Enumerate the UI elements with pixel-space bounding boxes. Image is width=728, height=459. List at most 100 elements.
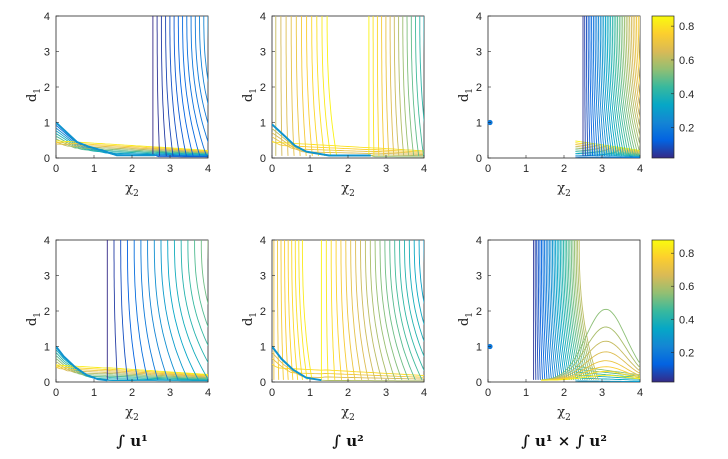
contour-line	[598, 16, 606, 156]
x-axis-label-main: χ	[125, 181, 133, 196]
x-axis-label-sub: 2	[349, 413, 355, 423]
x-tick-label: 3	[599, 387, 605, 399]
contour-line	[541, 340, 640, 381]
y-tick-label: 0	[260, 153, 266, 165]
contour-line	[550, 240, 559, 380]
contour-line	[537, 240, 541, 380]
contour-lines	[56, 240, 208, 382]
contour-line	[285, 16, 289, 156]
contour-lines	[575, 16, 640, 158]
x-tick-label: 3	[167, 387, 173, 399]
contour-line	[611, 16, 625, 156]
contour-line	[605, 16, 615, 156]
x-tick-label: 3	[167, 163, 173, 175]
y-tick-label: 4	[44, 235, 50, 247]
contour-line	[364, 240, 383, 381]
colorbar-tick-label: 0.6	[679, 55, 694, 67]
contour-line	[381, 16, 385, 156]
plot-area	[271, 239, 425, 383]
contour-line	[194, 240, 208, 328]
contour-line	[301, 240, 313, 380]
contour-line	[306, 16, 313, 156]
contour-line	[326, 16, 338, 156]
contour-line	[542, 240, 548, 380]
contour-lines	[272, 240, 424, 382]
contour-line	[559, 240, 573, 380]
x-axis-label-sub: 2	[349, 189, 355, 199]
contour-line	[567, 240, 584, 381]
contour-line	[384, 240, 410, 381]
contour-line	[389, 16, 395, 156]
y-axis-label-sub: 1	[465, 88, 475, 94]
contour-line	[632, 16, 640, 111]
x-tick-label: 2	[561, 163, 567, 175]
plot-area	[55, 15, 209, 159]
contour-line	[394, 240, 423, 381]
contour-line	[563, 240, 577, 380]
y-tick-label: 0	[476, 153, 482, 165]
colorbar-frame	[651, 15, 675, 159]
y-axis-label: d1	[241, 88, 259, 102]
contour-line	[418, 240, 424, 305]
contour-line	[634, 16, 640, 100]
contour-line	[56, 138, 208, 154]
y-axis-label: d1	[25, 312, 43, 326]
contour-line	[575, 151, 640, 156]
column-title: ∫ u¹ × ∫ u²	[521, 432, 607, 450]
contour-line	[280, 240, 284, 380]
contour-line	[284, 240, 289, 380]
x-tick-label: 0	[485, 387, 491, 399]
x-tick-label: 1	[523, 387, 529, 399]
x-axis-label: χ2	[341, 405, 355, 423]
contour-line	[572, 240, 590, 381]
contour-line	[577, 240, 597, 381]
x-axis-label-sub: 2	[565, 413, 571, 423]
contour-line	[406, 16, 415, 156]
contour-lines	[272, 16, 424, 158]
x-tick-label: 1	[523, 163, 529, 175]
contour-line	[153, 240, 179, 381]
contour-line	[389, 240, 416, 381]
contour-line	[190, 16, 208, 144]
x-tick-label: 4	[205, 163, 211, 175]
x-tick-label: 0	[269, 163, 275, 175]
y-tick-label: 4	[44, 11, 50, 23]
x-axis-label-main: χ	[125, 405, 133, 420]
y-tick-label: 4	[260, 235, 266, 247]
x-tick-label: 0	[53, 163, 59, 175]
contour-line	[539, 240, 543, 380]
contour-line	[321, 16, 332, 156]
contour-line	[298, 240, 308, 380]
contour-line	[617, 16, 632, 157]
x-tick-label: 0	[53, 387, 59, 399]
contour-line	[552, 240, 561, 380]
contour-line	[575, 149, 640, 155]
contour-line	[374, 240, 396, 381]
contour-line	[587, 16, 591, 156]
contour-line	[545, 240, 552, 380]
contour-line	[194, 16, 208, 126]
contour-line	[147, 240, 169, 381]
contour-line	[379, 240, 403, 381]
contour-line	[578, 240, 599, 381]
contour-line	[140, 240, 159, 381]
contour-line	[569, 240, 586, 381]
y-tick-label: 2	[44, 82, 50, 94]
x-tick-label: 1	[307, 163, 313, 175]
contour-line	[207, 16, 208, 40]
contour-line	[561, 240, 575, 380]
contour-line	[596, 16, 603, 156]
contour-line	[594, 16, 601, 156]
contour-line	[167, 240, 199, 381]
contour-line	[541, 326, 640, 381]
boundary-line	[56, 345, 108, 382]
contour-line	[541, 374, 640, 381]
y-axis-label: d1	[457, 88, 475, 102]
x-tick-label: 0	[485, 163, 491, 175]
contour-line	[165, 16, 174, 156]
contour-line	[294, 240, 303, 380]
contour-line	[398, 16, 405, 156]
contour-line	[187, 240, 208, 347]
